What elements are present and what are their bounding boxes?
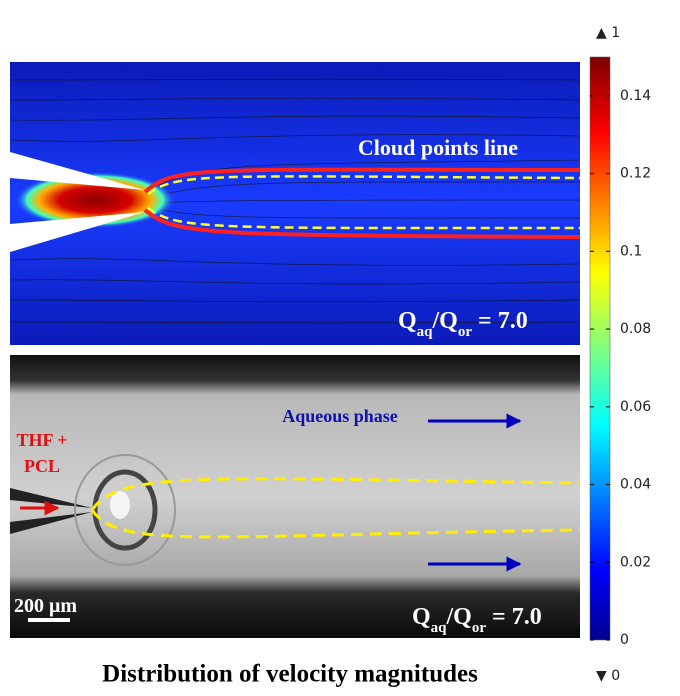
ratio-part: Q bbox=[398, 308, 417, 334]
phase-label: Aqueous phase bbox=[282, 406, 398, 426]
simulation-panel: Cloud points line Qaq/Qor = 7.0 bbox=[9, 62, 581, 345]
colorbar-tick-label: 0.1 bbox=[620, 243, 642, 259]
colorbar: ▲ 1 ▼ 0 0 0.02 0.04 0.06 0.08 0.1 0.12 0.14 bbox=[589, 25, 651, 684]
ratio-part: /Q bbox=[432, 308, 458, 334]
annotation: Cloud points line bbox=[358, 135, 518, 160]
colorbar-tick-label: 0.02 bbox=[620, 554, 651, 570]
ratio-part: or bbox=[472, 620, 487, 636]
ratio-part: aq bbox=[431, 620, 448, 636]
ratio-part: = 7.0 bbox=[486, 604, 542, 630]
ratio-part: Q bbox=[412, 604, 431, 630]
ratio-part: aq bbox=[417, 324, 434, 340]
colorbar-tick-label: 0.04 bbox=[620, 477, 651, 493]
colorbar-min-label: ▼ 0 bbox=[596, 668, 620, 684]
colorbar-tick-label: 0.12 bbox=[620, 166, 651, 182]
colorbar-tick-label: 0 bbox=[620, 632, 629, 648]
colorbar-tick-label: 0.14 bbox=[620, 88, 651, 104]
colorbar-max-label: ▲ 1 bbox=[596, 25, 620, 41]
ratio-part: /Q bbox=[446, 604, 472, 630]
colorbar-tick-label: 0.06 bbox=[620, 399, 651, 415]
inlet-label: PCL bbox=[24, 456, 60, 476]
micrograph-panel: Aqueous phase THF + PCL 200 μm Qaq/Qor =… bbox=[10, 355, 581, 638]
flow-ratio: Qaq/Qor = 7.0 bbox=[412, 604, 542, 636]
figure-title: Distribution of velocity magnitudes bbox=[102, 661, 478, 688]
flow-ratio: Qaq/Qor = 7.0 bbox=[398, 308, 528, 340]
scale-bar-label: 200 μm bbox=[14, 595, 77, 617]
colorbar-scale bbox=[589, 56, 611, 641]
inlet-label: THF + bbox=[16, 430, 67, 450]
ratio-part: or bbox=[458, 324, 473, 340]
ratio-part: = 7.0 bbox=[472, 308, 528, 334]
colorbar-tick-label: 0.08 bbox=[620, 321, 651, 337]
